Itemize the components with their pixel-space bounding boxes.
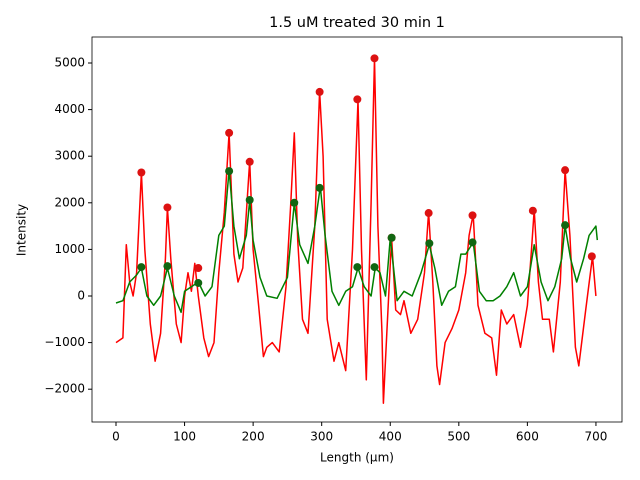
peak-marker (370, 54, 379, 63)
x-tick-label: 600 (516, 430, 539, 444)
plot-frame (91, 36, 623, 423)
y-tick-label: 4000 (54, 102, 85, 116)
peak-marker (528, 206, 537, 215)
peak-marker (163, 262, 172, 271)
peak-marker (137, 263, 146, 272)
peak-marker (425, 239, 434, 248)
x-tick-label: 400 (379, 430, 402, 444)
x-tick-label: 300 (310, 430, 333, 444)
line-series (115, 57, 597, 404)
x-tick-label: 0 (112, 430, 120, 444)
peak-marker (370, 263, 379, 272)
x-tick-label: 500 (447, 430, 470, 444)
peak-marker (315, 183, 324, 192)
peak-marker (424, 209, 433, 218)
peak-marker (245, 196, 254, 205)
x-tick-label: 700 (584, 430, 607, 444)
peak-marker (468, 238, 477, 247)
y-tick-label: 1000 (54, 242, 85, 256)
y-tick-label: −1000 (44, 335, 85, 349)
peak-marker (194, 278, 203, 287)
peak-marker (290, 198, 299, 207)
y-tick-label: 2000 (54, 195, 85, 209)
line-series (115, 169, 599, 314)
chart-title: 1.5 uM treated 30 min 1 (269, 15, 445, 31)
y-tick-label: −2000 (44, 382, 85, 396)
peak-marker (561, 221, 570, 230)
peak-marker (468, 211, 477, 220)
peak-marker (163, 203, 172, 212)
x-tick-label: 100 (173, 430, 196, 444)
peak-marker (315, 87, 324, 96)
peak-marker (194, 264, 203, 273)
peak-marker (353, 263, 362, 272)
peak-marker (587, 252, 596, 261)
peak-marker (245, 157, 254, 166)
peak-marker (561, 166, 570, 175)
peak-marker (137, 168, 146, 177)
x-tick-label: 200 (242, 430, 265, 444)
y-tick-label: 0 (77, 288, 85, 302)
peak-marker (387, 233, 396, 242)
y-axis-label: Intensity (15, 204, 29, 256)
peak-marker (225, 167, 234, 176)
y-tick-label: 3000 (54, 149, 85, 163)
peak-marker (225, 128, 234, 137)
x-axis-label: Length (μm) (320, 451, 394, 465)
y-tick-label: 5000 (54, 56, 85, 70)
peak-marker (353, 95, 362, 104)
